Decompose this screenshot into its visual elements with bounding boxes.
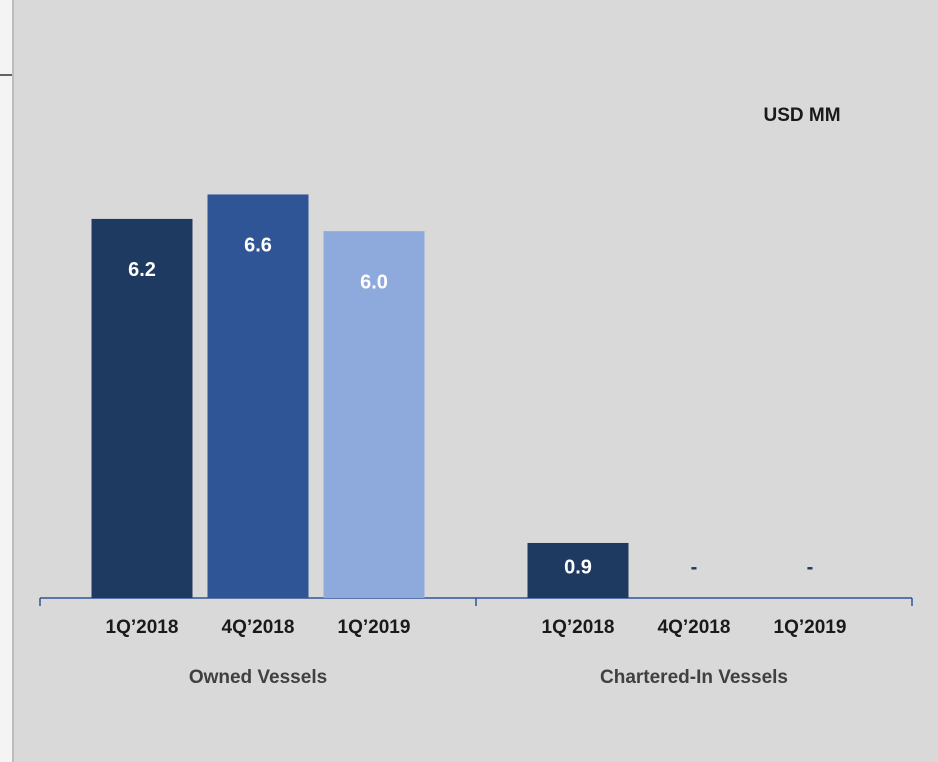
x-tick-label: 1Q’2018 [542,617,615,638]
x-tick-label: 4Q’2018 [658,617,731,638]
data-label: 6.2 [128,259,156,281]
unit-label: USD MM [763,105,840,126]
x-tick-label: 4Q’2018 [222,617,295,638]
data-label: 6.6 [244,235,272,257]
data-label: - [691,556,698,578]
x-tick-label: 1Q’2018 [106,617,179,638]
bar [207,194,309,598]
x-tick-label: 1Q’2019 [774,617,847,638]
bar [527,542,629,598]
side-strip [0,0,12,762]
group-label: Owned Vessels [189,667,327,688]
x-tick-label: 1Q’2019 [338,617,411,638]
data-label: 0.9 [564,556,592,578]
bar [323,231,425,598]
data-label: 6.0 [360,271,388,293]
group-label: Chartered-In Vessels [600,667,788,688]
bar [91,218,193,598]
data-label: - [807,556,814,578]
